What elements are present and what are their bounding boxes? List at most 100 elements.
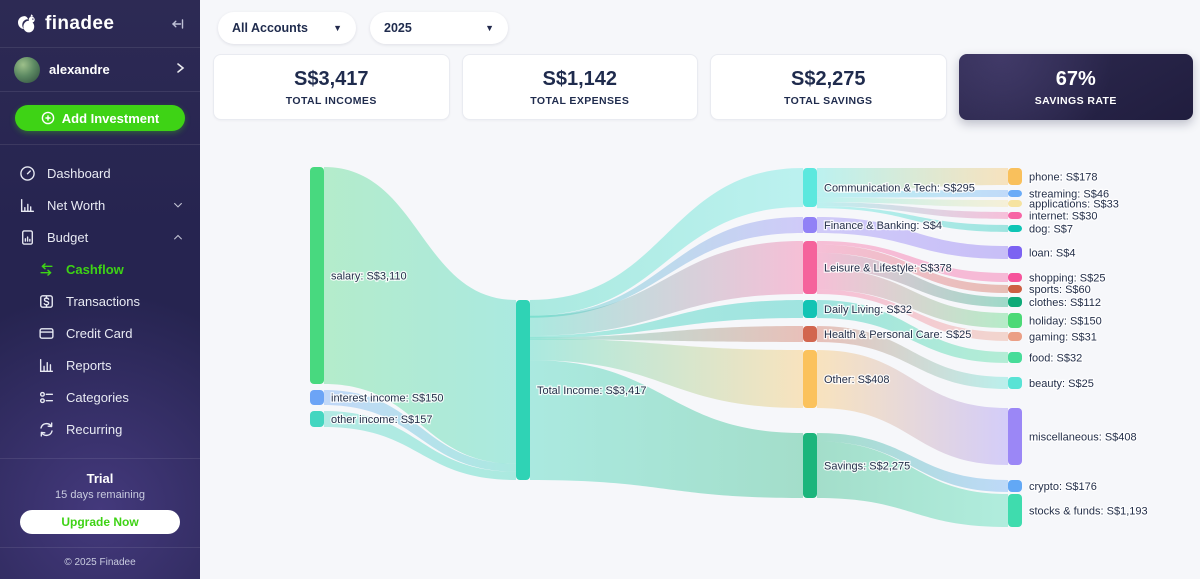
account-filter-dropdown[interactable]: All Accounts ▼ (218, 12, 356, 44)
sankey-node-holiday[interactable] (1008, 313, 1022, 328)
sankey-node-label-internet: internet: S$30 (1029, 210, 1098, 222)
sankey-link-total-leisure[interactable] (530, 241, 803, 336)
sankey-link-leisure-sports[interactable] (817, 244, 1008, 293)
filters-bar: All Accounts ▼ 2025 ▼ (200, 0, 1200, 44)
sidebar-item-net-worth[interactable]: Net Worth (0, 189, 200, 221)
sankey-node-clothes[interactable] (1008, 297, 1022, 307)
sankey-node-label-savings: Savings: S$2,275 (824, 460, 910, 472)
sankey-node-other_income[interactable] (310, 411, 324, 427)
sankey-node-savings[interactable] (803, 433, 817, 498)
squirrel-logo-icon (18, 13, 35, 32)
sankey-link-savings-crypto[interactable] (817, 433, 1008, 492)
sankey-link-savings-stocks[interactable] (817, 441, 1008, 527)
stat-value: S$3,417 (293, 67, 369, 90)
sankey-link-total-other[interactable] (530, 338, 803, 408)
sankey-link-health-beauty[interactable] (817, 326, 1008, 389)
sankey-node-health[interactable] (803, 326, 817, 342)
sankey-link-comm-phone[interactable] (817, 168, 1008, 192)
sankey-node-label-phone: phone: S$178 (1029, 171, 1098, 183)
sankey-link-daily-food[interactable] (817, 300, 1008, 363)
sankey-node-phone[interactable] (1008, 168, 1022, 185)
sankey-node-label-stocks: stocks & funds: S$1,193 (1029, 505, 1148, 517)
cashflow-sankey-chart: salary: S$3,110 interest income: S$150 oth… (310, 167, 1149, 527)
sidebar-item-reports[interactable]: Reports (0, 349, 200, 381)
user-menu[interactable]: alexandre (0, 48, 200, 92)
sankey-link-total-comm[interactable] (530, 168, 803, 316)
sankey-node-food[interactable] (1008, 352, 1022, 363)
sankey-link-comm-internet[interactable] (817, 202, 1008, 219)
stat-label: TOTAL INCOMES (285, 94, 377, 107)
sankey-node-gaming[interactable] (1008, 332, 1022, 341)
year-filter-dropdown[interactable]: 2025 ▼ (370, 12, 508, 44)
stat-card-total-savings: S$2,275 TOTAL SAVINGS (710, 54, 947, 120)
sankey-node-stocks[interactable] (1008, 494, 1022, 527)
add-investment-label: Add Investment (61, 110, 160, 126)
sankey-node-comm[interactable] (803, 168, 817, 207)
sankey-node-loan[interactable] (1008, 246, 1022, 259)
trial-title: Trial (86, 471, 114, 486)
trial-panel: Trial 15 days remaining Upgrade Now (0, 458, 200, 534)
sankey-node-total[interactable] (516, 300, 530, 480)
sidebar-item-credit-card[interactable]: Credit Card (0, 317, 200, 349)
sankey-link-total-finance[interactable] (530, 217, 803, 318)
sankey-link-total-daily[interactable] (530, 300, 803, 338)
sankey-link-comm-applications[interactable] (817, 197, 1008, 207)
sankey-link-leisure-holiday[interactable] (817, 268, 1008, 328)
sankey-node-misc[interactable] (1008, 408, 1022, 465)
sidebar-item-categories[interactable]: Categories (0, 381, 200, 413)
sankey-node-crypto[interactable] (1008, 480, 1022, 492)
sankey-node-leisure[interactable] (803, 241, 817, 294)
sankey-node-salary[interactable] (310, 167, 324, 384)
sidebar-item-label: Credit Card (66, 325, 133, 341)
sidebar-item-recurring[interactable]: Recurring (0, 413, 200, 445)
dropdown-arrow-icon: ▼ (485, 23, 494, 33)
trial-days-remaining: 15 days remaining (55, 489, 145, 501)
sankey-node-sports[interactable] (1008, 285, 1022, 293)
sidebar-collapse-button[interactable] (170, 16, 186, 32)
stat-value: S$1,142 (542, 67, 617, 90)
sankey-node-label-loan: loan: S$4 (1029, 247, 1075, 259)
sankey-link-total-savings[interactable] (530, 360, 803, 498)
sankey-node-shopping[interactable] (1008, 273, 1022, 282)
sankey-node-other[interactable] (803, 350, 817, 408)
sankey-node-internet[interactable] (1008, 212, 1022, 219)
sankey-node-finance[interactable] (803, 217, 817, 233)
upgrade-now-button[interactable]: Upgrade Now (20, 510, 180, 534)
sankey-node-dog[interactable] (1008, 225, 1022, 232)
sankey-link-leisure-gaming[interactable] (817, 289, 1008, 341)
sankey-node-daily[interactable] (803, 300, 817, 318)
reports-chart-icon (39, 358, 54, 372)
add-investment-button[interactable]: Add Investment (15, 105, 185, 131)
sidebar-item-transactions[interactable]: Transactions (0, 285, 200, 317)
sankey-link-other_income-total[interactable] (324, 411, 516, 480)
sankey-link-interest-total[interactable] (324, 390, 516, 472)
sankey-node-label-other_income: other income: S$157 (331, 414, 433, 426)
sankey-node-beauty[interactable] (1008, 377, 1022, 389)
sankey-link-finance-loan[interactable] (817, 217, 1008, 259)
sidebar-item-budget[interactable]: Budget (0, 221, 200, 253)
sidebar-item-label: Recurring (66, 421, 123, 437)
sankey-link-salary-total[interactable] (324, 167, 516, 464)
sankey-link-comm-dog[interactable] (817, 206, 1008, 232)
sidebar-item-dashboard[interactable]: Dashboard (0, 157, 200, 189)
sidebar: finadee alexandre Add Investment (0, 0, 200, 579)
sankey-link-leisure-clothes[interactable] (817, 252, 1008, 307)
dollar-square-icon (40, 294, 53, 308)
copyright-footer: © 2025 Finadee (0, 547, 200, 579)
brand-header: finadee (0, 0, 200, 48)
stat-value: S$2,275 (790, 67, 866, 90)
avatar (14, 56, 40, 83)
sidebar-item-label: Dashboard (47, 165, 111, 181)
sidebar-item-cashflow[interactable]: Cashflow (0, 253, 200, 285)
sankey-node-applications[interactable] (1008, 200, 1022, 207)
sankey-link-comm-streaming[interactable] (817, 190, 1008, 198)
sankey-link-leisure-shopping[interactable] (817, 241, 1008, 282)
sankey-node-label-salary: salary: S$3,110 (331, 270, 407, 282)
sankey-node-streaming[interactable] (1008, 190, 1022, 197)
brand-name: finadee (45, 12, 115, 34)
sankey-node-interest[interactable] (310, 390, 324, 405)
sankey-link-total-health[interactable] (530, 326, 803, 342)
stat-label: TOTAL EXPENSES (530, 94, 630, 107)
sankey-link-other-misc[interactable] (817, 350, 1008, 465)
